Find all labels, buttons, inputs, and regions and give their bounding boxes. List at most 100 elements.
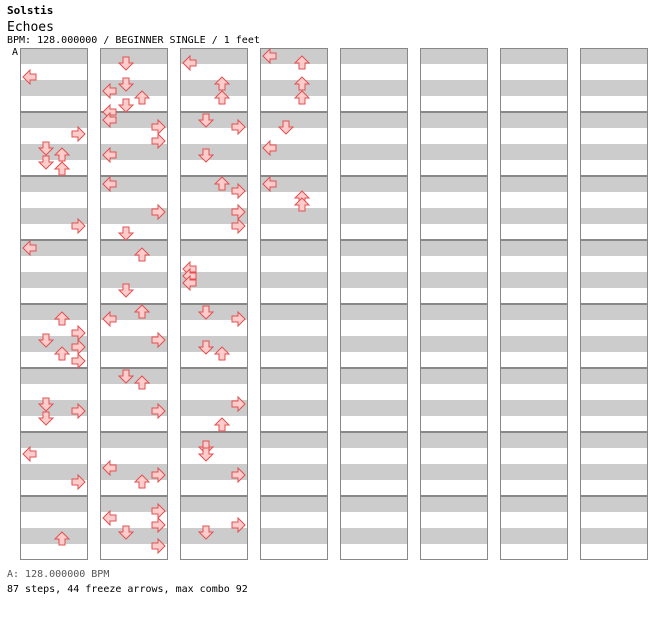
measure-17: [180, 48, 248, 112]
measure-44: [420, 240, 488, 304]
measure-37: [340, 304, 408, 368]
step-arrow-down: [197, 148, 215, 163]
step-arrow-up: [213, 176, 231, 191]
step-arrow-up: [213, 90, 231, 105]
step-arrow-down: [117, 226, 135, 241]
song-artist: Echoes: [7, 20, 54, 35]
step-arrow-right: [151, 402, 166, 420]
step-arrow-down: [117, 98, 135, 113]
song-title: Solstis: [7, 4, 54, 17]
step-arrow-right: [71, 125, 86, 143]
measure-40: [340, 496, 408, 560]
measure-12: [100, 240, 168, 304]
step-arrow-down: [37, 397, 55, 412]
step-arrow-right: [151, 537, 166, 555]
step-arrow-down: [117, 77, 135, 92]
measure-63: [580, 432, 648, 496]
step-arrow-up: [133, 247, 151, 262]
bpm-marker-label: A: [12, 47, 19, 58]
step-arrow-left: [102, 111, 117, 129]
step-arrow-up: [53, 531, 71, 546]
measure-47: [420, 432, 488, 496]
measure-50: [500, 112, 568, 176]
step-arrow-up: [293, 76, 311, 91]
step-arrow-up: [53, 161, 71, 176]
measure-6: [20, 368, 88, 432]
measure-59: [580, 176, 648, 240]
step-arrow-left: [102, 310, 117, 328]
step-arrow-up: [53, 346, 71, 361]
measure-58: [580, 112, 648, 176]
chart-info: BPM: 128.000000 / BEGINNER SINGLE / 1 fe…: [7, 35, 260, 46]
measure-13: [100, 304, 168, 368]
step-arrow-right: [151, 516, 166, 534]
measure-39: [340, 432, 408, 496]
step-arrow-right: [231, 466, 246, 484]
footer-bpm-list: A: 128.000000 BPM: [7, 569, 110, 580]
measure-62: [580, 368, 648, 432]
step-arrow-left: [262, 175, 277, 193]
measure-52: [500, 240, 568, 304]
step-arrow-right: [151, 331, 166, 349]
measure-53: [500, 304, 568, 368]
step-arrow-right: [71, 473, 86, 491]
step-arrow-down: [197, 305, 215, 320]
measure-60: [580, 240, 648, 304]
measure-30: [260, 368, 328, 432]
step-arrow-right: [71, 402, 86, 420]
step-arrow-down: [197, 113, 215, 128]
measure-8: [20, 496, 88, 560]
measure-38: [340, 368, 408, 432]
step-arrow-down: [117, 525, 135, 540]
measure-33: [340, 48, 408, 112]
step-arrow-down: [117, 283, 135, 298]
measure-18: [180, 112, 248, 176]
measure-31: [260, 432, 328, 496]
measure-19: [180, 176, 248, 240]
step-arrow-down: [117, 369, 135, 384]
step-arrow-left: [22, 68, 37, 86]
step-arrow-right: [231, 310, 246, 328]
measure-26: [260, 112, 328, 176]
measure-56: [500, 496, 568, 560]
step-arrow-left: [102, 146, 117, 164]
step-arrow-up: [133, 90, 151, 105]
step-arrow-right: [231, 182, 246, 200]
measure-51: [500, 176, 568, 240]
step-arrow-up: [213, 76, 231, 91]
measure-64: [580, 496, 648, 560]
measure-14: [100, 368, 168, 432]
measure-41: [420, 48, 488, 112]
measure-3: [20, 176, 88, 240]
step-arrow-left: [102, 509, 117, 527]
step-arrow-left: [22, 445, 37, 463]
step-arrow-up: [213, 417, 231, 432]
measure-22: [180, 368, 248, 432]
step-arrow-down: [37, 333, 55, 348]
measure-21: [180, 304, 248, 368]
measure-10: [100, 112, 168, 176]
step-arrow-right: [231, 118, 246, 136]
step-arrow-up: [293, 197, 311, 212]
step-arrow-left: [262, 139, 277, 157]
step-arrow-down: [197, 340, 215, 355]
step-arrow-right: [71, 352, 86, 370]
measure-27: [260, 176, 328, 240]
step-arrow-left: [182, 54, 197, 72]
measure-23: [180, 432, 248, 496]
step-arrow-up: [293, 55, 311, 70]
step-arrow-right: [231, 516, 246, 534]
measure-57: [580, 48, 648, 112]
step-arrow-up: [293, 90, 311, 105]
measure-15: [100, 432, 168, 496]
step-arrow-down: [37, 141, 55, 156]
measure-36: [340, 240, 408, 304]
step-arrow-right: [151, 203, 166, 221]
step-arrow-up: [53, 147, 71, 162]
measure-54: [500, 368, 568, 432]
step-arrow-down: [197, 447, 215, 462]
measure-20: [180, 240, 248, 304]
step-arrow-right: [151, 132, 166, 150]
measure-2: [20, 112, 88, 176]
